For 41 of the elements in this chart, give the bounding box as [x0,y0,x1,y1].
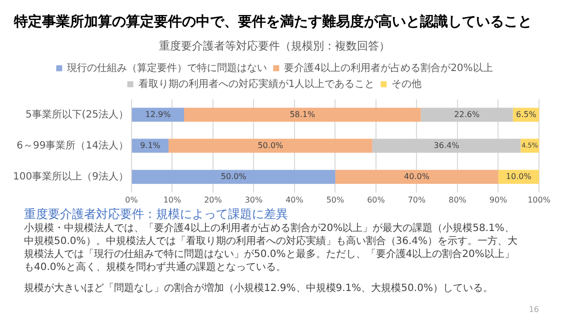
data-label: 40.0% [404,172,430,181]
data-label: 6.5% [516,110,537,119]
x-tick-label: 60% [367,195,386,204]
text: 重度要介護者対応要件：規模によって課題に差異 [24,207,289,222]
text: 小規模・中規模法人では、「要介護4以上の利用者が占める割合が20%以上」が最大の課題（小規模58.1%、中規模50.0%）。中規模法人では「看取り期の利用者への対応実績」も高い割合（36.4%）を示す。一方、大規模法人では「現行の仕組みで特に問題はない」が50.0%と最多。ただし、「要介護4以上の割合20%以上」も40.0%と高く、規模を問わず共通の課題となっている。 [24,222,519,274]
data-label: 12.9% [145,110,172,119]
bar [420,108,513,122]
legend-label: 現行の仕組み（算定要件）で特に問題はない [67,62,268,74]
data-label: 58.1% [290,110,316,119]
x-tick-label: 0% [125,195,138,204]
legend-label: 看取り期の利用者への対応実績が1人以上であること [138,78,375,90]
y-tick-label: 6～99事業所（14法人） [16,139,128,152]
data-label: 50.0% [220,172,247,181]
y-tick-label: 100事業所以上（9法人） [12,170,128,182]
bar [335,170,498,184]
chart-title: 特定事業所加算の算定要件の中で、要件を満たす難易度が高いと認識していること [14,14,532,31]
bar [132,170,336,184]
y-tick-label: 5事業所以下(25法人） [25,108,128,120]
x-tick-label: 30% [244,195,264,204]
x-tick-label: 70% [408,195,426,204]
legend-label: 要介護4以上の利用者が占める割合が20%以上 [284,62,493,74]
chart-subtitle: 重度要介護者等対応要件（規模別：複数回答） [159,39,390,52]
x-tick-label: 80% [448,195,467,204]
x-tick-label: 10% [163,195,182,204]
data-label: 22.6% [454,110,480,119]
legend-label: その他 [392,78,422,90]
data-label: 50.0% [258,140,284,150]
x-tick-label: 20% [204,195,222,204]
text: 16 [528,305,539,314]
data-label: 36.4% [434,140,460,150]
x-tick-label: 100% [528,195,551,204]
x-tick-label: 90% [489,195,508,204]
bar [372,138,521,153]
bar [168,138,372,153]
bar [132,108,184,122]
x-tick-label: 40% [286,195,304,204]
x-tick-label: 50% [326,195,345,204]
bar [184,108,421,122]
data-label: 10.0% [506,172,532,181]
data-label: 9.1% [140,140,161,150]
text: 規模が大きいほど「問題なし」の割合が増加（小規模12.9%、中規模9.1%、大規模50.0%）している。 [24,282,494,295]
